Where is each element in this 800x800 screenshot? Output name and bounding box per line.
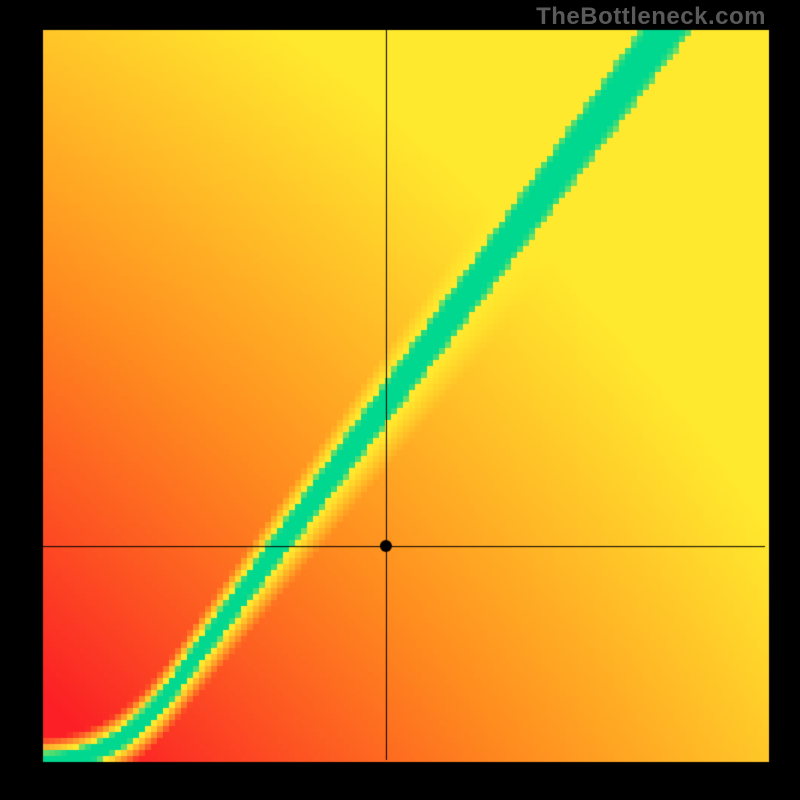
- watermark-text: TheBottleneck.com: [536, 3, 766, 31]
- bottleneck-heatmap: [0, 0, 800, 800]
